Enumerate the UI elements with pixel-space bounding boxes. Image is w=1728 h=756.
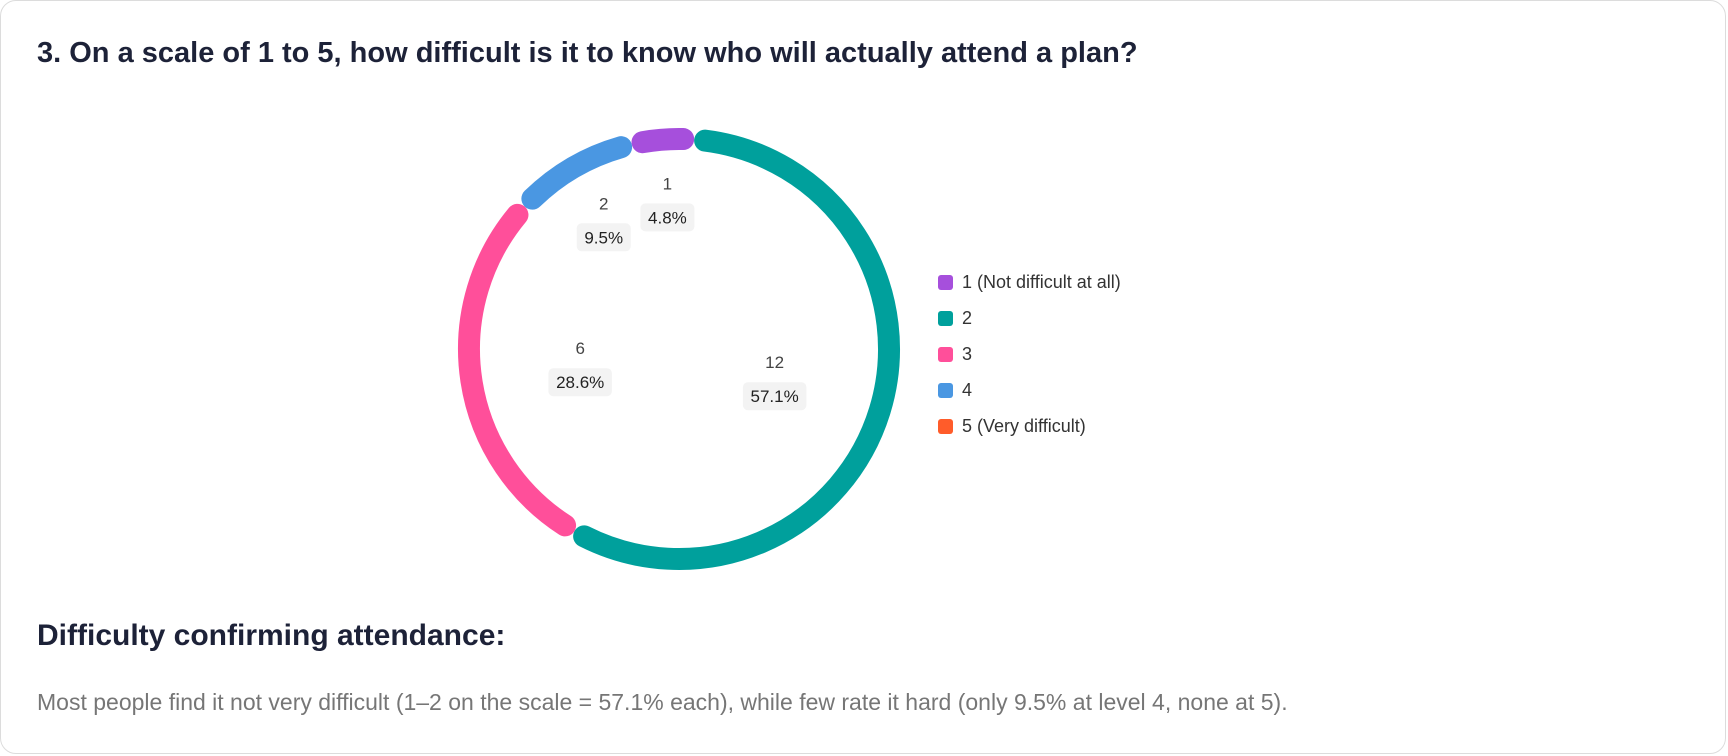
legend-label-2: 2 — [962, 307, 973, 328]
donut-slice-3[interactable] — [458, 203, 577, 537]
slice-percent-badge-2 — [742, 382, 807, 411]
legend-item-5[interactable]: 5 (Very difficult) — [938, 408, 1218, 444]
donut-chart: 1 4.8% 12 57.1% 6 28.6% 2 9.5% — [458, 128, 900, 570]
donut-slice-1[interactable] — [631, 128, 695, 154]
summary-heading: Difficulty confirming attendance: — [37, 619, 506, 652]
question-title: 3. On a scale of 1 to 5, how difficult i… — [37, 37, 1138, 69]
legend-swatch-5 — [938, 418, 953, 434]
legend-swatch-2 — [938, 310, 953, 326]
slice-percent-badge-4 — [576, 223, 631, 252]
legend-item-1[interactable]: 1 (Not difficult at all) — [938, 264, 1218, 300]
donut-slice-4[interactable] — [521, 136, 633, 210]
slice-percent-badge-3 — [548, 368, 612, 397]
slice-count-label-4: 2 — [599, 194, 608, 213]
slice-percent-label-1: 4.8% — [648, 208, 687, 227]
legend-label-5: 5 (Very difficult) — [962, 415, 1086, 436]
legend-label-4: 4 — [962, 379, 973, 400]
chart-legend: 1 (Not difficult at all) 2 3 4 5 (Very diffi… — [938, 264, 1218, 444]
summary-text: Most people find it not very difficult (… — [37, 689, 1288, 715]
slice-percent-label-4: 9.5% — [584, 228, 623, 247]
legend-item-3[interactable]: 3 — [938, 336, 1218, 372]
slice-percent-label-2: 57.1% — [750, 387, 798, 406]
legend-item-2[interactable]: 2 — [938, 300, 1218, 336]
slice-percent-badge-1 — [640, 203, 695, 232]
slice-count-label-1: 1 — [663, 174, 672, 193]
donut-slice-2[interactable] — [573, 129, 900, 570]
legend-swatch-3 — [938, 346, 953, 362]
legend-label-1: 1 (Not difficult at all) — [962, 271, 1121, 292]
slice-count-label-2: 12 — [765, 353, 784, 372]
slice-percent-label-3: 28.6% — [556, 373, 604, 392]
legend-item-4[interactable]: 4 — [938, 372, 1218, 408]
legend-swatch-1 — [938, 274, 953, 290]
legend-swatch-4 — [938, 382, 953, 398]
legend-label-3: 3 — [962, 343, 973, 364]
slice-count-label-3: 6 — [575, 339, 584, 358]
